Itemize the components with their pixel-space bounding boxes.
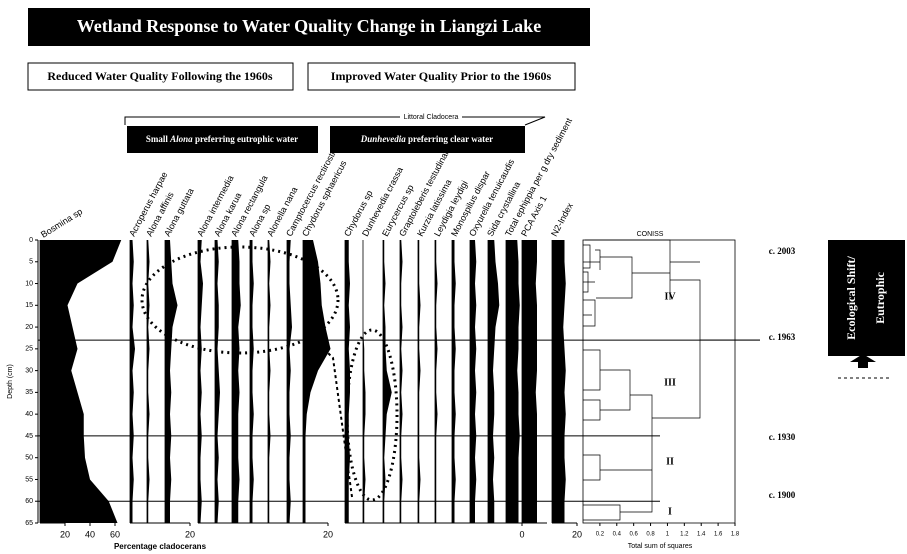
coniss-tick-label: 1 bbox=[666, 532, 670, 538]
taxon-profile bbox=[363, 240, 366, 523]
x-tick-label: 20 bbox=[60, 529, 70, 539]
shift-arrow bbox=[850, 354, 876, 368]
coniss-label: CONISS bbox=[637, 231, 664, 238]
text-part: preferring eutrophic water bbox=[193, 134, 298, 144]
taxon-profile bbox=[232, 240, 241, 523]
x-axis-label: Percentage cladocerans bbox=[114, 542, 207, 551]
y-tick-label: 65 bbox=[25, 520, 33, 527]
taxon-profile bbox=[250, 240, 254, 523]
zone-label: IV bbox=[664, 291, 676, 302]
text-part: Alona bbox=[169, 134, 193, 144]
coniss-axis-label: Total sum of squares bbox=[628, 543, 693, 550]
y-tick-label: 55 bbox=[25, 476, 33, 483]
y-tick-label: 15 bbox=[25, 302, 33, 309]
coniss-tick-label: 0.2 bbox=[596, 532, 605, 538]
text-part: Small bbox=[146, 134, 170, 144]
x-tick-label: 40 bbox=[85, 529, 95, 539]
y-tick-label: 40 bbox=[25, 411, 33, 418]
taxon-profile bbox=[198, 240, 203, 523]
coniss-tick-label: 0.6 bbox=[629, 532, 638, 538]
taxon-profile bbox=[435, 240, 438, 523]
group-box bbox=[127, 126, 318, 153]
taxon-label: N2-Index bbox=[549, 201, 575, 238]
dendrogram bbox=[583, 239, 760, 521]
coniss-frame bbox=[582, 239, 736, 524]
y-tick-label: 20 bbox=[25, 324, 33, 331]
x-tick-label: 20 bbox=[323, 529, 333, 539]
taxon-profile bbox=[400, 240, 403, 523]
box bbox=[27, 62, 294, 91]
date-label: c. 1900 bbox=[769, 490, 796, 500]
coniss-tick-label: 0.4 bbox=[613, 532, 622, 538]
y-tick-label: 35 bbox=[25, 389, 33, 396]
taxon-profile bbox=[488, 240, 500, 523]
y-tick-label: 5 bbox=[29, 259, 33, 266]
taxon-profile bbox=[40, 240, 122, 523]
taxon-profile bbox=[552, 240, 566, 523]
x-tick-label: 20 bbox=[185, 529, 195, 539]
shift-label: Eutrophic bbox=[873, 271, 887, 323]
taxon-profile bbox=[130, 240, 135, 523]
taxon-profile bbox=[147, 240, 150, 523]
shift-box bbox=[828, 240, 905, 356]
group-title: Dunhevedia preferring clear water bbox=[360, 134, 493, 144]
box-label: Improved Water Quality Prior to the 1960… bbox=[331, 69, 552, 83]
y-tick-label: 30 bbox=[25, 367, 33, 374]
title-box bbox=[28, 8, 590, 46]
taxon-label: Bosmina sp bbox=[39, 206, 84, 239]
group-box bbox=[330, 126, 525, 153]
date-label: c. 1930 bbox=[769, 432, 796, 442]
y-tick-label: 10 bbox=[25, 280, 33, 287]
taxon-profile bbox=[383, 240, 392, 523]
coniss-tick-label: 1.4 bbox=[697, 532, 706, 538]
taxon-profile bbox=[268, 240, 271, 523]
bracket bbox=[124, 116, 546, 126]
taxon-profile bbox=[452, 240, 456, 523]
x-tick-label: 60 bbox=[110, 529, 120, 539]
taxon-profile bbox=[287, 240, 292, 523]
coniss-tick-label: 1.2 bbox=[680, 532, 689, 538]
group-title: Small Alona preferring eutrophic water bbox=[146, 134, 298, 144]
taxon-profile bbox=[345, 240, 350, 523]
y-tick-label: 45 bbox=[25, 433, 33, 440]
shift-label: Ecological Shift/ bbox=[844, 256, 858, 340]
zone-label: II bbox=[666, 456, 674, 467]
y-axis-label: Depth (cm) bbox=[7, 364, 14, 399]
coniss-tick-label: 0.8 bbox=[646, 532, 655, 538]
text-part: Dunhevedia bbox=[360, 134, 407, 144]
text-part: preferring clear water bbox=[406, 134, 493, 144]
taxon-profile bbox=[470, 240, 477, 523]
zone-label: I bbox=[668, 506, 672, 517]
y-tick-label: 60 bbox=[25, 498, 33, 505]
y-tick-label: 25 bbox=[25, 346, 33, 353]
taxon-profile bbox=[418, 240, 421, 523]
x-tick-label: 20 bbox=[572, 529, 582, 539]
box bbox=[307, 62, 576, 91]
taxon-profile bbox=[165, 240, 178, 523]
zone-label: III bbox=[664, 377, 676, 388]
coniss-tick-label: 1.6 bbox=[714, 532, 723, 538]
y-tick-label: 0 bbox=[29, 237, 33, 244]
box-label: Reduced Water Quality Following the 1960… bbox=[47, 69, 273, 83]
date-label: c. 2003 bbox=[769, 246, 796, 256]
taxon-profile bbox=[522, 240, 537, 523]
coniss-tick-label: 1.8 bbox=[731, 532, 740, 538]
highlight-ellipse bbox=[345, 328, 399, 502]
date-label: c. 1963 bbox=[769, 332, 796, 342]
taxon-profile bbox=[303, 240, 331, 523]
group-label: Littoral Cladocera bbox=[404, 114, 459, 121]
x-tick-label: 0 bbox=[519, 529, 524, 539]
y-tick-label: 50 bbox=[25, 455, 33, 462]
highlight-ellipse bbox=[140, 245, 340, 355]
taxon-profile bbox=[506, 240, 520, 523]
title: Wetland Response to Water Quality Change… bbox=[77, 16, 541, 36]
taxon-profile bbox=[215, 240, 220, 523]
